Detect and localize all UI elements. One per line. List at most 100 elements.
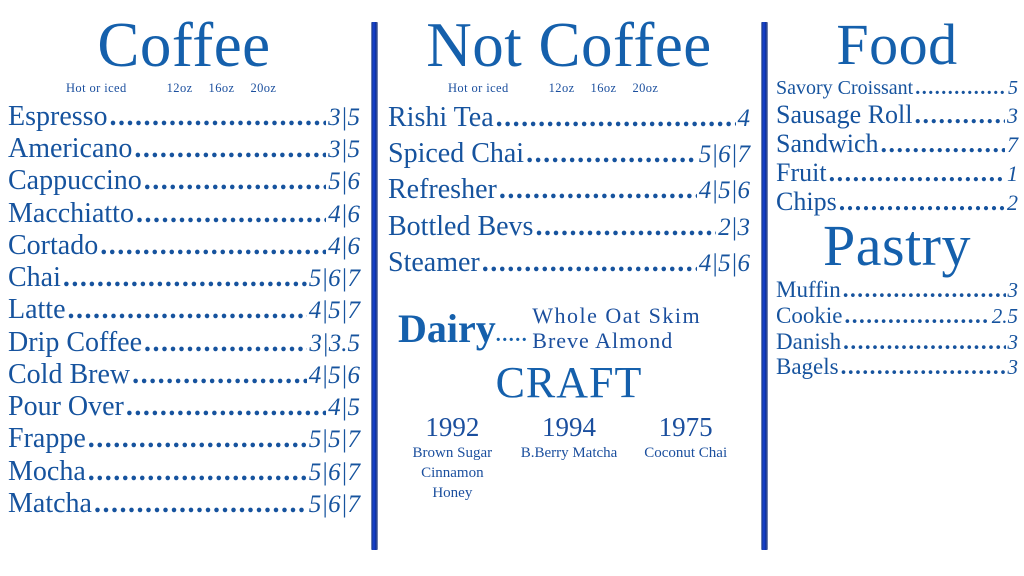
menu-item-name: Mocha bbox=[8, 455, 86, 487]
menu-item-name: Bottled Bevs bbox=[388, 210, 534, 242]
menu-item-price: 5 bbox=[1008, 77, 1018, 99]
menu-item-name: Espresso bbox=[8, 101, 108, 132]
craft-item-year: 1994 bbox=[542, 412, 596, 443]
hot-or-iced-label: Hot or iced bbox=[448, 81, 509, 95]
coffee-column: Coffee Hot or iced 12oz 16oz 20oz Espres… bbox=[0, 0, 368, 576]
pastry-section-title: Pastry bbox=[823, 212, 971, 278]
leader-dots: ........................................… bbox=[495, 103, 736, 133]
leader-dots: ........................................… bbox=[62, 263, 307, 294]
menu-row: Cappuccino..............................… bbox=[8, 166, 360, 196]
leader-dots: ........................................… bbox=[843, 329, 1005, 354]
menu-row: Spiced Chai.............................… bbox=[388, 138, 750, 170]
menu-item-name: Steamer bbox=[388, 246, 480, 278]
menu-row: Cookie..................................… bbox=[776, 302, 1018, 329]
menu-item-price: 4|5 bbox=[328, 394, 360, 422]
not-coffee-menu-list: Rishi Tea...............................… bbox=[388, 102, 750, 278]
leader-dots: ........................................… bbox=[132, 359, 307, 390]
leader-dots: ........................................… bbox=[828, 158, 1005, 187]
menu-row: Cold Brew...............................… bbox=[8, 359, 360, 390]
legend-spacer bbox=[509, 81, 549, 96]
menu-row: Espresso................................… bbox=[8, 101, 360, 132]
size-16oz-label: 16oz bbox=[208, 81, 235, 95]
menu-item-price: 5|6 bbox=[328, 168, 360, 196]
leader-dots: ........................................… bbox=[87, 456, 307, 487]
craft-item: 1975 Coconut Chai bbox=[627, 413, 744, 462]
menu-item-price: 3|5 bbox=[328, 104, 360, 131]
leader-dots: ........................................… bbox=[87, 424, 307, 455]
dairy-options-line-1: Whole Oat Skim bbox=[532, 303, 702, 329]
leader-dots: ........................................… bbox=[844, 303, 990, 328]
menu-item-name: Cortado bbox=[8, 229, 99, 261]
menu-item-name: Frappe bbox=[8, 423, 86, 455]
craft-item-year: 1975 bbox=[658, 412, 713, 443]
menu-row: Fruit...................................… bbox=[776, 158, 1018, 187]
size-12oz-label: 12oz bbox=[166, 81, 193, 95]
menu-row: Steamer.................................… bbox=[388, 246, 750, 278]
dairy-title: Dairy bbox=[398, 306, 496, 352]
menu-row: Chai....................................… bbox=[8, 262, 360, 294]
menu-item-price: 5|6|7 bbox=[698, 141, 750, 169]
menu-item-name: Chai bbox=[8, 262, 61, 294]
food-menu-list: Savory Croissant........................… bbox=[776, 77, 1018, 216]
menu-item-name: Rishi Tea bbox=[388, 102, 494, 133]
menu-row: Drip Coffee.............................… bbox=[8, 326, 360, 358]
food-column: Food Savory Croissant...................… bbox=[770, 0, 1024, 576]
menu-row: Refresher...............................… bbox=[388, 175, 750, 205]
menu-row: Danish..................................… bbox=[776, 328, 1019, 355]
craft-item-ingredient: Coconut Chai bbox=[644, 444, 728, 461]
menu-item-name: Chips bbox=[776, 186, 837, 216]
leader-dots: ........................................… bbox=[526, 139, 697, 170]
menu-item-price: 3|5 bbox=[328, 136, 360, 164]
divider-left bbox=[371, 22, 378, 550]
menu-item-price: 5|6|7 bbox=[308, 265, 360, 293]
menu-item-price: 5|5|7 bbox=[308, 426, 360, 454]
coffee-section-title: Coffee bbox=[97, 10, 271, 80]
menu-item-price: 4|6 bbox=[328, 200, 360, 228]
food-section-title: Food bbox=[836, 12, 958, 77]
leader-dots: ........................................… bbox=[838, 187, 1005, 216]
menu-item-name: Bagels bbox=[776, 354, 839, 380]
menu-item-price: 3 bbox=[1007, 355, 1019, 380]
menu-row: Sausage Roll............................… bbox=[776, 99, 1018, 129]
size-20oz-label: 20oz bbox=[632, 81, 659, 95]
leader-dots: ........................................… bbox=[481, 247, 697, 278]
menu-row: Macchiatto..............................… bbox=[8, 198, 360, 229]
leader-dots: ........................................… bbox=[842, 277, 1006, 302]
menu-row: Cortado.................................… bbox=[8, 229, 360, 261]
menu-row: Rishi Tea...............................… bbox=[388, 102, 750, 133]
menu-item-price: 4|5|7 bbox=[308, 297, 360, 325]
menu-item-name: Sandwich bbox=[776, 128, 879, 158]
menu-item-price: 3 bbox=[1007, 329, 1019, 354]
menu-row: Americano...............................… bbox=[8, 133, 360, 164]
craft-item-ingredient: Cinnamon bbox=[421, 465, 484, 482]
menu-item-price: 7 bbox=[1007, 131, 1018, 157]
menu-row: Muffin..................................… bbox=[776, 276, 1018, 303]
menu-item-price: 5|6|7 bbox=[308, 490, 360, 518]
size-20oz-label: 20oz bbox=[250, 81, 277, 95]
menu-item-name: Cookie bbox=[776, 302, 843, 328]
leader-dots: ........................................… bbox=[915, 78, 1006, 99]
menu-item-price: 4|5|6 bbox=[698, 177, 750, 205]
menu-item-name: Muffin bbox=[776, 276, 841, 302]
craft-item-ingredient: Brown Sugar bbox=[412, 444, 493, 461]
leader-dots: ........................................… bbox=[93, 488, 307, 519]
leader-dots: ........................................… bbox=[880, 129, 1005, 158]
menu-item-name: Latte bbox=[8, 294, 66, 326]
leader-dots: ........................................… bbox=[914, 100, 1006, 129]
menu-row: Sandwich................................… bbox=[776, 128, 1018, 158]
menu-row: Latte...................................… bbox=[8, 295, 360, 325]
menu-row: Frappe..................................… bbox=[8, 424, 360, 454]
menu-row: Mocha...................................… bbox=[8, 455, 360, 487]
menu-item-price: 3|3.5 bbox=[309, 329, 360, 357]
menu-item-name: Danish bbox=[776, 328, 842, 354]
menu-item-name: Drip Coffee bbox=[8, 326, 142, 358]
menu-item-price: 5|6|7 bbox=[308, 458, 360, 486]
leader-dots: ........................................… bbox=[498, 175, 697, 206]
coffee-menu-list: Espresso................................… bbox=[8, 101, 360, 519]
menu-item-name: Sausage Roll bbox=[776, 99, 913, 129]
coffee-size-legend: Hot or iced 12oz 16oz 20oz bbox=[8, 81, 360, 96]
menu-item-name: Savory Croissant bbox=[776, 77, 914, 99]
hot-or-iced-label: Hot or iced bbox=[66, 81, 127, 95]
menu-row: Savory Croissant........................… bbox=[776, 77, 1018, 100]
